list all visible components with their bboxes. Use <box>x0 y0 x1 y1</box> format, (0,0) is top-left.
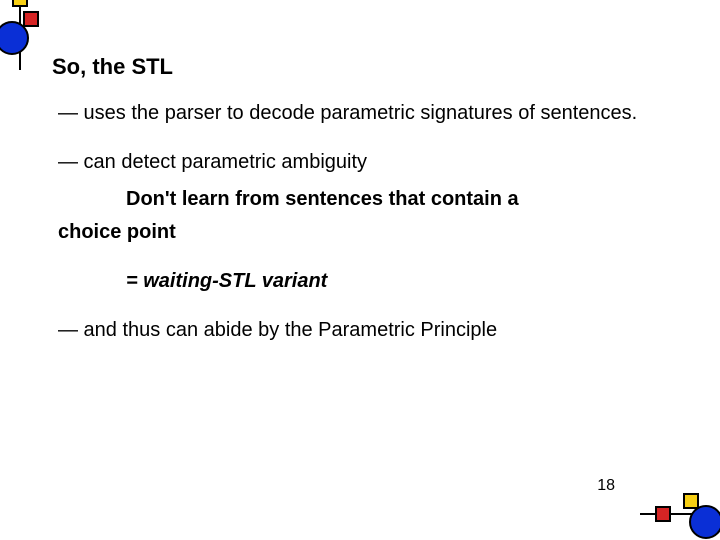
ornament-bottom-right <box>640 470 720 540</box>
bullet-3-line1: Don't learn from sentences that contain … <box>58 186 668 213</box>
slide-body: — uses the parser to decode parametric s… <box>58 100 668 366</box>
bullet-3-line2: choice point <box>58 219 668 246</box>
ornament-top-left <box>0 0 54 72</box>
bullet-1: — uses the parser to decode parametric s… <box>58 100 668 127</box>
bullet-5: — and thus can abide by the Parametric P… <box>58 317 668 344</box>
bullet-4: = waiting-STL variant <box>58 268 668 295</box>
bullet-2: — can detect parametric ambiguity <box>58 149 668 176</box>
page-number: 18 <box>597 477 615 495</box>
slide-title: So, the STL <box>52 54 173 80</box>
